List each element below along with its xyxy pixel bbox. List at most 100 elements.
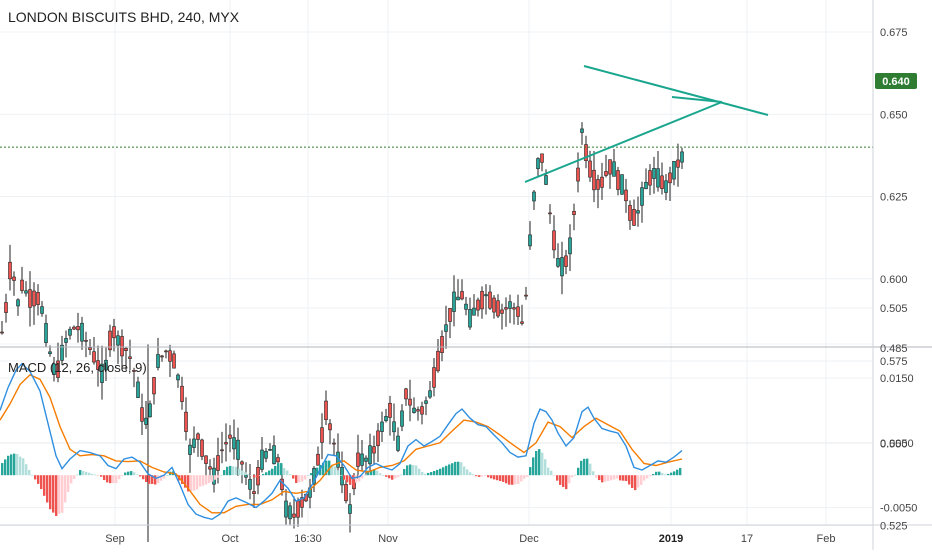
candle[interactable] [464, 296, 468, 316]
candle[interactable] [80, 316, 84, 350]
candle[interactable] [12, 271, 16, 296]
candle[interactable] [452, 275, 456, 327]
candle[interactable] [432, 357, 436, 397]
candle[interactable] [448, 308, 452, 339]
candle[interactable] [416, 406, 420, 421]
candle[interactable] [572, 203, 576, 231]
candle[interactable] [652, 156, 656, 194]
candle[interactable] [404, 387, 408, 406]
macd-line[interactable] [0, 362, 683, 521]
candle[interactable] [524, 286, 528, 300]
candle[interactable] [632, 199, 636, 226]
candle[interactable] [420, 401, 424, 425]
candle[interactable] [20, 266, 24, 294]
candle[interactable] [204, 455, 208, 476]
candle[interactable] [528, 221, 532, 250]
candle[interactable] [676, 143, 680, 187]
candle[interactable] [616, 166, 620, 196]
candle[interactable] [648, 164, 652, 196]
candle[interactable] [596, 174, 600, 209]
candle[interactable] [104, 347, 108, 381]
candle[interactable] [188, 438, 192, 473]
candle[interactable] [56, 342, 60, 383]
candle[interactable] [548, 204, 552, 224]
candle[interactable] [400, 404, 404, 432]
candle[interactable] [668, 166, 672, 202]
candle[interactable] [228, 425, 232, 453]
candle[interactable] [100, 345, 104, 400]
candle[interactable] [264, 447, 268, 463]
candle[interactable] [532, 189, 536, 210]
candle[interactable] [492, 295, 496, 319]
candle[interactable] [192, 426, 196, 453]
candle[interactable] [444, 305, 448, 349]
candle[interactable] [488, 285, 492, 310]
candle[interactable] [200, 438, 204, 461]
candle[interactable] [168, 344, 172, 377]
candle[interactable] [468, 297, 472, 330]
candle[interactable] [196, 432, 200, 457]
candle[interactable] [44, 314, 48, 348]
candle[interactable] [32, 282, 36, 325]
candle[interactable] [4, 293, 8, 323]
candle[interactable] [224, 423, 228, 462]
candle[interactable] [388, 395, 392, 436]
candle[interactable] [108, 324, 112, 357]
candle[interactable] [324, 390, 328, 426]
candle[interactable] [232, 419, 236, 460]
candle[interactable] [260, 437, 264, 473]
candle[interactable] [16, 298, 20, 316]
macd-pane[interactable] [0, 362, 683, 521]
candle[interactable] [320, 413, 324, 460]
candle[interactable] [516, 294, 520, 325]
candle[interactable] [76, 312, 80, 343]
candle[interactable] [604, 154, 608, 178]
candle[interactable] [348, 493, 352, 533]
candle[interactable] [384, 408, 388, 423]
candle[interactable] [556, 243, 560, 268]
candle[interactable] [580, 122, 584, 145]
candle[interactable] [584, 135, 588, 169]
candle[interactable] [316, 446, 320, 466]
candle[interactable] [344, 480, 348, 504]
candle[interactable] [436, 338, 440, 373]
candle[interactable] [300, 489, 304, 518]
candle[interactable] [608, 159, 612, 189]
candle[interactable] [624, 178, 628, 213]
candle[interactable] [456, 279, 460, 301]
candle[interactable] [612, 148, 616, 177]
candle[interactable] [672, 160, 676, 186]
candle[interactable] [476, 297, 480, 317]
candle[interactable] [248, 463, 252, 500]
candle[interactable] [428, 381, 432, 399]
candle[interactable] [636, 196, 640, 227]
candle[interactable] [544, 169, 548, 186]
candle[interactable] [568, 224, 572, 271]
candle[interactable] [368, 433, 372, 471]
candle[interactable] [356, 434, 360, 479]
candle[interactable] [508, 294, 512, 324]
candle[interactable] [156, 337, 160, 371]
candle[interactable] [124, 346, 128, 371]
candle[interactable] [0, 320, 4, 335]
candle[interactable] [252, 474, 256, 508]
candle[interactable] [40, 301, 44, 317]
candle[interactable] [72, 325, 76, 331]
candle[interactable] [540, 153, 544, 172]
candle[interactable] [576, 152, 580, 193]
candle[interactable] [172, 350, 176, 369]
candle[interactable] [360, 440, 364, 471]
candle[interactable] [500, 303, 504, 330]
candle[interactable] [284, 489, 288, 525]
candle[interactable] [660, 162, 664, 195]
candle[interactable] [664, 174, 668, 201]
candle[interactable] [504, 297, 508, 327]
candle[interactable] [24, 281, 28, 297]
candle[interactable] [28, 271, 32, 327]
candle[interactable] [644, 168, 648, 190]
candle[interactable] [472, 294, 476, 316]
triangle-lower-line[interactable] [524, 101, 723, 183]
candle[interactable] [332, 438, 336, 456]
candle[interactable] [564, 249, 568, 275]
candle[interactable] [96, 345, 100, 387]
